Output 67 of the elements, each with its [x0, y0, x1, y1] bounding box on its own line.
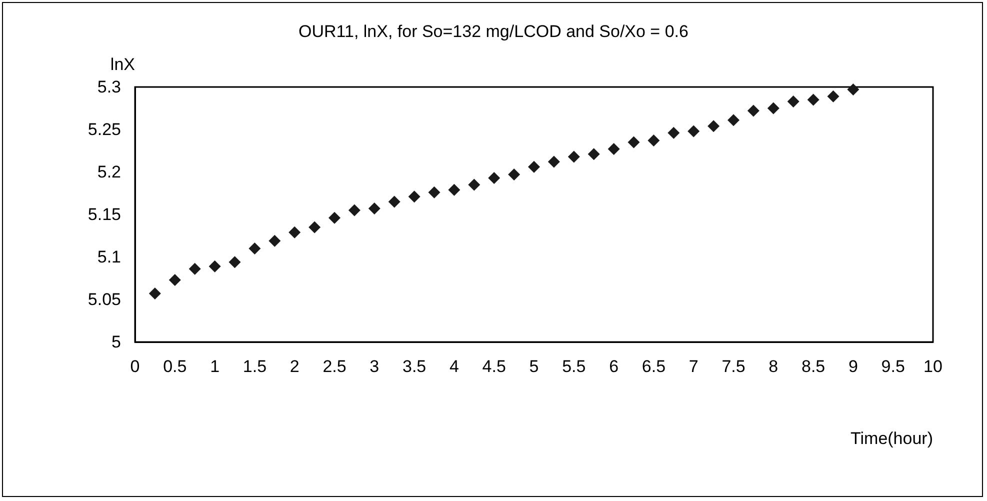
x-tick-label: 4	[449, 357, 459, 376]
point	[668, 126, 680, 139]
point	[747, 104, 760, 117]
y-tick-label: 5.15	[88, 205, 121, 224]
point	[308, 221, 321, 234]
point	[847, 84, 860, 96]
x-tick-label: 3.5	[402, 357, 426, 376]
y-tick-label: 5.2	[97, 162, 121, 182]
point	[268, 234, 281, 247]
point	[708, 120, 720, 132]
point	[728, 114, 740, 126]
point	[827, 90, 840, 102]
point	[528, 160, 540, 173]
point	[448, 184, 460, 196]
point	[807, 94, 820, 106]
point	[548, 156, 560, 168]
point	[468, 178, 480, 191]
point	[248, 242, 261, 254]
x-tick-label: 5.5	[562, 357, 586, 376]
point	[488, 172, 500, 184]
x-tick-label: 5	[529, 357, 539, 376]
x-axis-title: Time(hour)	[850, 429, 933, 448]
y-axis-title: lnX	[110, 55, 135, 74]
point	[787, 95, 800, 108]
point	[148, 288, 161, 300]
point	[208, 260, 221, 272]
y-tick-label: 5.25	[88, 120, 121, 139]
point	[588, 148, 600, 160]
x-tick-label: 2	[290, 357, 300, 376]
y-tick-label: 5.1	[97, 248, 121, 266]
point	[628, 136, 640, 148]
point	[348, 204, 360, 216]
point	[368, 202, 380, 215]
point	[608, 143, 620, 156]
x-tick-label: 2.5	[322, 357, 346, 376]
x-tick-label: 0	[130, 357, 140, 376]
point	[428, 186, 440, 198]
x-tick-label: 7.5	[722, 357, 746, 376]
point	[388, 196, 400, 208]
x-tick-label: 1.5	[242, 357, 267, 376]
point	[568, 150, 580, 163]
y-tick-label: 5.05	[88, 290, 121, 309]
x-tick-label: 8	[768, 357, 778, 376]
point	[328, 212, 340, 224]
x-tick-label: 0.5	[163, 357, 187, 376]
x-tick-label: 3	[370, 357, 380, 376]
x-tick-label: 6.5	[642, 357, 666, 376]
x-tick-label: 6	[609, 357, 619, 376]
point	[228, 256, 241, 268]
point	[648, 134, 660, 147]
y-tick-label: 5	[112, 332, 121, 352]
chart-title: OUR11, lnX, for So=132 mg/LCOD and So/Xo = 0.6	[298, 22, 688, 41]
point	[767, 102, 780, 114]
x-tick-label: 4.5	[482, 357, 506, 376]
point	[168, 274, 181, 286]
point	[288, 226, 301, 238]
x-tick-label: 8.5	[801, 357, 826, 376]
x-tick-label: 9	[848, 357, 858, 376]
x-tick-label: 1	[210, 357, 220, 376]
x-tick-label: 9.5	[881, 357, 905, 376]
point	[508, 168, 520, 181]
point	[408, 190, 420, 203]
point	[188, 262, 201, 275]
x-tick-label: 7	[688, 357, 698, 376]
y-tick-label: 5.3	[97, 78, 121, 96]
point	[688, 125, 700, 138]
x-tick-label: 10	[924, 357, 942, 376]
